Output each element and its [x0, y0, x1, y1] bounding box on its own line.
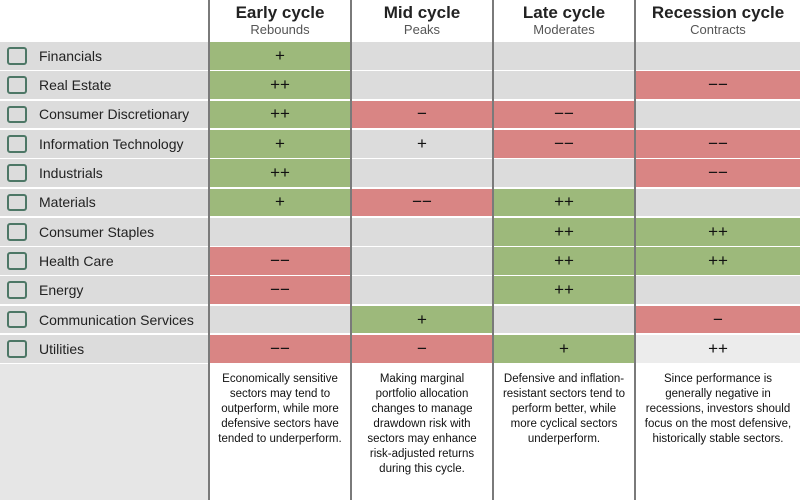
signal-cell [352, 276, 492, 305]
sector-name: Industrials [39, 165, 103, 182]
signal-cell: + [210, 42, 350, 70]
signal-cell: −− [210, 276, 350, 305]
row-label-bg [0, 100, 208, 129]
sector-icon [7, 76, 27, 95]
signal-cell: −− [494, 100, 634, 129]
column-header: Mid cycle Peaks [352, 0, 492, 40]
sector-icon [7, 164, 27, 182]
column-header: Late cycle Moderates [494, 0, 634, 40]
row-label-bg [0, 276, 208, 305]
column-subtitle: Moderates [533, 22, 595, 37]
sector-name: Real Estate [39, 77, 112, 94]
signal-cell: ++ [636, 217, 800, 246]
signal-cell: + [494, 335, 634, 363]
column-divider [208, 0, 210, 500]
row-label-bg [0, 129, 208, 158]
signal-cell: ++ [494, 276, 634, 305]
signal-cell: −− [636, 71, 800, 100]
signal-cell [494, 305, 634, 334]
signal-cell: −− [352, 188, 492, 217]
column-divider [634, 0, 636, 500]
column-divider [350, 0, 352, 500]
signal-cell: ++ [210, 100, 350, 129]
sector-icon [7, 252, 27, 270]
column-title: Mid cycle [383, 3, 461, 22]
sector-name: Consumer Discretionary [39, 106, 190, 123]
row-label-bg [0, 217, 208, 246]
signal-cell: −− [636, 129, 800, 158]
column-title: Early cycle [235, 3, 325, 22]
column-subtitle: Contracts [690, 22, 746, 37]
sector-name: Information Technology [39, 135, 184, 152]
signal-cell: −− [210, 335, 350, 363]
sector-name: Health Care [39, 252, 114, 269]
sector-name: Utilities [39, 340, 85, 357]
row-label-bg [0, 42, 208, 70]
column-divider [492, 0, 494, 500]
signal-cell [210, 217, 350, 246]
signal-cell [352, 71, 492, 100]
sector-icon [7, 340, 27, 358]
signal-cell: −− [210, 247, 350, 275]
signal-cell [352, 217, 492, 246]
signal-cell [210, 305, 350, 334]
sector-icon [7, 281, 27, 300]
column-subtitle: Peaks [403, 22, 441, 37]
signal-cell: + [210, 129, 350, 158]
sector-icon [7, 47, 27, 65]
signal-cell: ++ [494, 247, 634, 275]
column-title: Late cycle [522, 3, 606, 22]
column-description: Economically sensitive sectors may tend … [218, 373, 342, 446]
row-label-bg [0, 159, 208, 187]
signal-cell [352, 159, 492, 187]
row-label-bg [0, 71, 208, 100]
column-description: Since performance is generally negative … [644, 373, 792, 446]
signal-cell [494, 159, 634, 187]
signal-cell [494, 71, 634, 100]
signal-cell: + [352, 129, 492, 158]
signal-cell: ++ [636, 335, 800, 363]
sector-icon [7, 134, 27, 153]
signal-cell: − [352, 100, 492, 129]
sector-name: Financials [39, 47, 103, 64]
sector-icon [7, 105, 27, 124]
column-header: Recession cycle Contracts [636, 0, 800, 40]
row-label-bg [0, 247, 208, 275]
row-label-bg [0, 188, 208, 217]
sector-name: Consumer Staples [39, 223, 155, 240]
row-label-bg [0, 305, 208, 334]
signal-cell: ++ [636, 247, 800, 275]
signal-cell: ++ [494, 217, 634, 246]
sector-name: Materials [39, 194, 96, 211]
signal-cell: + [210, 188, 350, 217]
sector-name: Energy [39, 282, 84, 299]
signal-cell: ++ [210, 159, 350, 187]
sector-name: Communication Services [39, 311, 194, 328]
signal-cell: − [352, 335, 492, 363]
column-description: Defensive and inflation-resistant sector… [502, 373, 626, 446]
signal-cell: + [352, 305, 492, 334]
column-description: Making marginal portfolio allocation cha… [367, 373, 477, 476]
sector-icon [7, 193, 27, 212]
left-footer-bg [0, 364, 208, 500]
signal-cell [636, 100, 800, 129]
column-header: Early cycle Rebounds [210, 0, 350, 40]
signal-cell: ++ [494, 188, 634, 217]
signal-cell: ++ [210, 71, 350, 100]
signal-cell: −− [636, 159, 800, 187]
signal-cell [494, 42, 634, 70]
column-title: Recession cycle [651, 3, 785, 22]
sector-icon [7, 310, 27, 329]
signal-cell [352, 247, 492, 275]
row-label-bg [0, 335, 208, 363]
sector-icon [7, 222, 27, 241]
signal-cell: − [636, 305, 800, 334]
signal-cell: −− [494, 129, 634, 158]
signal-cell [636, 42, 800, 70]
column-subtitle: Rebounds [250, 22, 310, 37]
signal-cell [636, 276, 800, 305]
signal-cell [352, 42, 492, 70]
signal-cell [636, 188, 800, 217]
